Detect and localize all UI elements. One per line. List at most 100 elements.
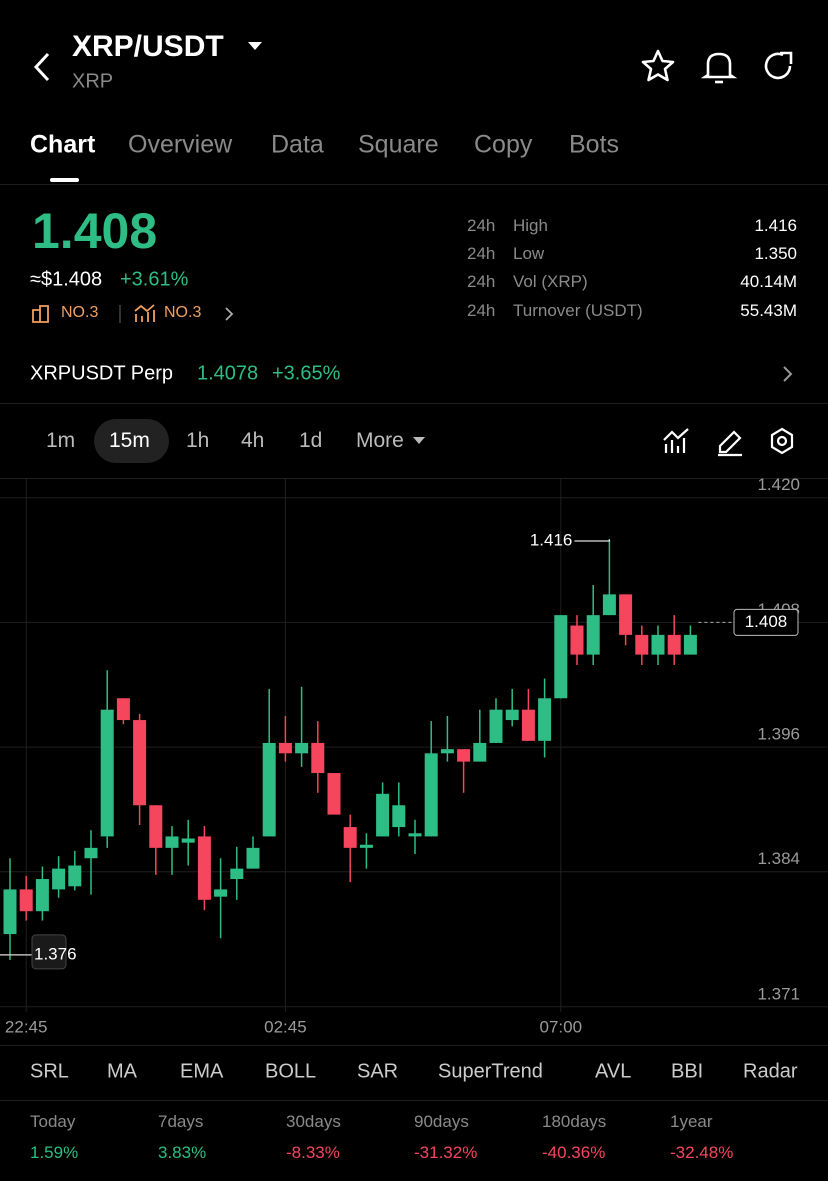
candle-body: [116, 698, 130, 721]
stat-label: Vol (XRP): [513, 272, 588, 291]
last-price-label: 1.408: [745, 612, 788, 631]
period-label: 1year: [670, 1112, 713, 1131]
candle-body: [343, 827, 357, 848]
tab[interactable]: Square: [358, 130, 439, 159]
indicator[interactable]: BBI: [671, 1060, 704, 1083]
perp-name[interactable]: XRPUSDT Perp: [30, 362, 174, 385]
chevron[interactable]: [780, 364, 796, 384]
candle-body: [602, 594, 616, 616]
candle-body: [52, 868, 66, 890]
interval[interactable]: 15m: [109, 429, 150, 452]
settings-icon[interactable]: [770, 427, 794, 455]
divider: [0, 184, 828, 185]
indicator[interactable]: SRL: [30, 1060, 69, 1083]
y-tick-label: 1.384: [757, 849, 800, 868]
candle-body: [246, 847, 260, 869]
candle-body: [197, 836, 211, 900]
indicator[interactable]: AVL: [595, 1060, 632, 1083]
period-change: -40.36%: [542, 1143, 606, 1162]
interval[interactable]: 1h: [186, 429, 210, 452]
stat-period: 24h: [467, 216, 496, 235]
perp-change: +3.65%: [272, 362, 341, 385]
candle-body: [100, 709, 114, 837]
candle-body: [667, 634, 681, 655]
y-tick-label: 1.396: [757, 725, 800, 744]
candle-body: [359, 844, 373, 848]
y-tick-label: 1.420: [757, 478, 800, 494]
dropdown-caret[interactable]: [246, 40, 264, 52]
candle-body: [35, 879, 49, 912]
candle-body: [214, 889, 228, 897]
divider: [0, 1100, 828, 1101]
indicator[interactable]: SAR: [357, 1060, 399, 1083]
candle-body: [19, 889, 33, 912]
draw-icon[interactable]: [718, 430, 742, 457]
interval[interactable]: 1d: [299, 429, 323, 452]
tab[interactable]: Bots: [569, 130, 620, 159]
stat-period: 24h: [467, 244, 496, 263]
candle-body: [84, 847, 98, 859]
indicator[interactable]: EMA: [180, 1060, 224, 1083]
tab[interactable]: Overview: [128, 130, 233, 159]
pair-subtitle: XRP: [72, 70, 114, 93]
candle-body: [440, 749, 454, 754]
tab[interactable]: Data: [271, 130, 324, 159]
interval[interactable]: 1m: [46, 429, 76, 452]
period-change: -32.48%: [670, 1143, 734, 1162]
interval[interactable]: More: [356, 429, 404, 452]
indicator[interactable]: Radar: [743, 1060, 798, 1083]
stat-value: 55.43M: [740, 301, 797, 320]
candle-body: [457, 749, 471, 762]
candle-body: [3, 889, 17, 935]
candle-body: [311, 742, 325, 774]
tab[interactable]: Chart: [30, 130, 96, 159]
stat-label: High: [513, 216, 548, 235]
rank: NO.3: [164, 304, 202, 321]
interval-highlight: [94, 419, 169, 463]
indicator[interactable]: SuperTrend: [438, 1060, 543, 1083]
candle-body: [133, 720, 147, 806]
low-marker-label: 1.376: [34, 944, 77, 963]
indicator[interactable]: MA: [107, 1060, 137, 1083]
indicator-icon[interactable]: [663, 428, 689, 453]
candle-body: [392, 805, 406, 828]
perp-price: 1.4078: [197, 362, 259, 385]
expand-button: [31, 934, 67, 970]
high-marker-line: [574, 539, 610, 542]
star-icon[interactable]: [641, 49, 675, 82]
candle-body: [376, 793, 390, 837]
period-change: -8.33%: [286, 1143, 340, 1162]
x-tick-label: 02:45: [264, 1017, 307, 1036]
refresh-icon[interactable]: [764, 51, 793, 80]
divider: [0, 1045, 828, 1046]
period-change: 3.83%: [158, 1143, 207, 1162]
back-button[interactable]: [28, 50, 56, 84]
candle-body: [230, 868, 244, 880]
candle-body: [473, 742, 487, 762]
high-marker-label: 1.416: [530, 530, 573, 549]
rank: NO.3: [61, 304, 99, 321]
usd-price: ≈$1.408: [30, 268, 103, 291]
stat-value: 40.14M: [740, 272, 797, 291]
candle-body: [278, 742, 292, 754]
bell-icon[interactable]: [700, 52, 738, 84]
interval[interactable]: 4h: [241, 429, 265, 452]
period-change: -31.32%: [414, 1143, 478, 1162]
candle-body: [489, 709, 503, 743]
indicator[interactable]: BOLL: [265, 1060, 317, 1083]
candle-body: [554, 615, 568, 699]
period-label: 90days: [414, 1112, 469, 1131]
x-tick-label: 07:00: [540, 1017, 583, 1036]
candle-body: [295, 742, 309, 754]
candle-body: [327, 773, 341, 815]
pair-title[interactable]: XRP/USDT: [72, 30, 224, 63]
candle-body: [181, 838, 195, 843]
tab[interactable]: Copy: [474, 130, 533, 159]
period-label: 180days: [542, 1112, 607, 1131]
candle-body: [683, 634, 697, 655]
candle-body: [424, 753, 438, 837]
y-tick-label: 1.371: [757, 984, 800, 1003]
candle-body: [619, 594, 633, 635]
stat-value: 1.350: [754, 244, 797, 263]
stat-value: 1.416: [754, 216, 797, 235]
